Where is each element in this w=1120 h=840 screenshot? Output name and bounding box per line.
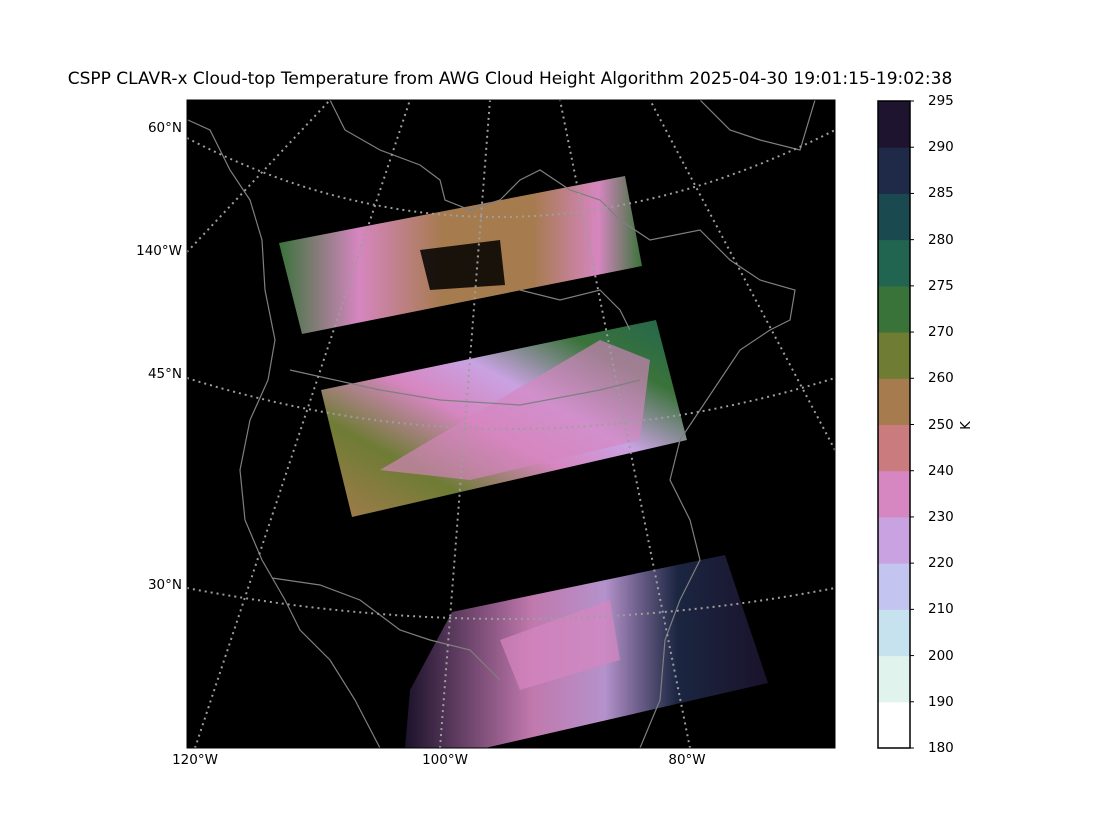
lon-100-line: [439, 100, 491, 748]
colorbar-bin: [878, 655, 910, 703]
colorbar-tick-label: 200: [928, 647, 954, 664]
swath-south-cloud-patch: [500, 600, 620, 690]
colorbar-tick-label: 180: [928, 740, 954, 756]
colorbar-tick-label: 230: [928, 508, 954, 525]
colorbar: [877, 100, 914, 749]
colorbar-bin: [878, 239, 910, 287]
colorbar-tick-label: 210: [928, 601, 954, 618]
colorbar-tick-label: 295: [928, 93, 954, 109]
colorbar-bin: [878, 147, 910, 194]
colorbar-bin: [878, 516, 910, 564]
colorbar-bin: [878, 563, 910, 610]
colorbar-tick-label: 260: [928, 370, 954, 387]
lon-label-80w: 80°W: [668, 752, 706, 768]
graticule: [187, 100, 835, 748]
coastlines: [187, 100, 816, 748]
lat-60-line: [187, 129, 835, 219]
colorbar-tick-label: 190: [928, 693, 954, 710]
lon-label-100w: 100°W: [422, 752, 468, 768]
lon-label-120w: 120°W: [172, 752, 218, 768]
lon-label-140w: 140°W: [136, 243, 182, 259]
colorbar-tick-label: 270: [928, 324, 954, 341]
colorbar-tick-label: 275: [928, 277, 954, 294]
colorbar-unit-label: K: [958, 421, 974, 430]
lat-label-60n: 60°N: [147, 120, 182, 136]
colorbar-tick-label: 220: [928, 555, 954, 572]
colorbar-bin: [878, 193, 910, 241]
colorbar-bin: [878, 701, 910, 749]
lat-label-45n: 45°N: [147, 366, 182, 382]
colorbar-tick-label: 250: [928, 416, 954, 433]
colorbar-bin: [878, 424, 910, 472]
colorbar-bin: [878, 101, 910, 148]
colorbar-bin: [878, 470, 910, 518]
lat-30-line: [187, 587, 835, 620]
lon-80-line: [559, 100, 691, 748]
swath-north-clear-patch: [420, 240, 505, 290]
colorbar-bin: [878, 609, 910, 657]
colorbar-bin: [878, 332, 910, 379]
colorbar-tick-label: 285: [928, 185, 954, 202]
colorbar-tick-label: 290: [928, 139, 954, 156]
colorbar-bin: [878, 285, 910, 333]
swath-middle-cloud-band: [380, 340, 650, 480]
colorbar-tick-label: 240: [928, 462, 954, 479]
colorbar-tick-label: 280: [928, 231, 954, 248]
chart-title: CSPP CLAVR-x Cloud-top Temperature from …: [67, 69, 953, 89]
colorbar-bin: [878, 378, 910, 425]
lat-label-30n: 30°N: [147, 577, 182, 593]
